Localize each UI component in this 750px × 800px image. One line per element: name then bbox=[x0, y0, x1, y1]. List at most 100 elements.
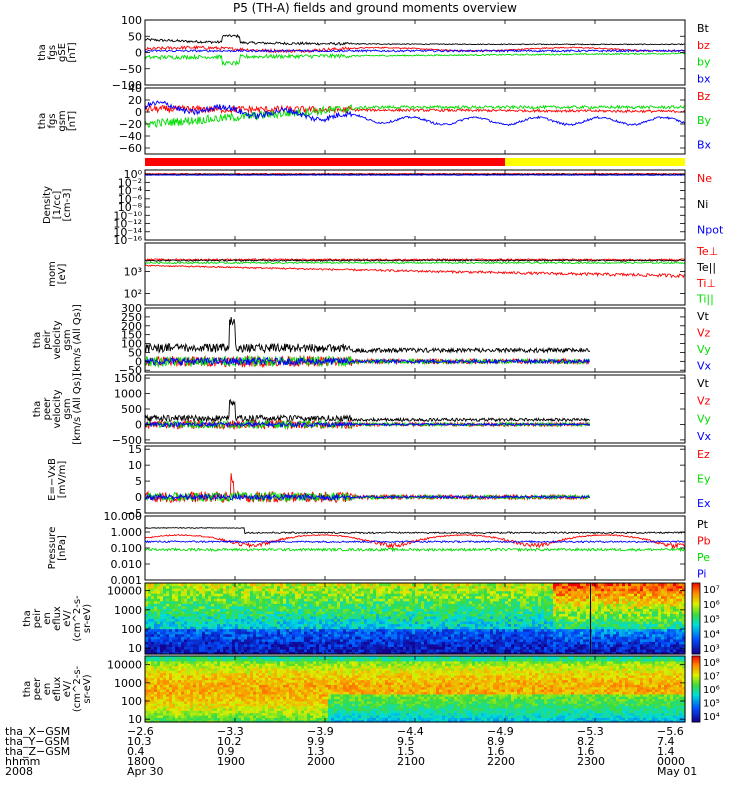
series-group-pressure bbox=[145, 526, 685, 553]
legend-entry-ti||: Ti|| bbox=[696, 293, 714, 306]
y-tick-label: 40 bbox=[128, 82, 142, 95]
ephemeris-value: 10.2 bbox=[217, 735, 242, 748]
y-tick-label: 100 bbox=[121, 338, 142, 351]
y-tick-label: 10000 bbox=[107, 585, 142, 598]
y-tick-label: 10⁻² bbox=[118, 176, 142, 189]
y-tick-label: 10⁻⁸ bbox=[118, 201, 143, 214]
ephemeris-date-start: Apr 30 bbox=[127, 765, 164, 778]
series-group-fgs-gsm bbox=[145, 100, 685, 128]
y-tick-label: 0 bbox=[135, 491, 142, 504]
y-tick-label: 10⁻¹² bbox=[113, 218, 142, 231]
ephemeris-value: 1.6 bbox=[487, 745, 505, 758]
series-line-ex bbox=[145, 492, 590, 502]
legend-entry-ni: Ni bbox=[697, 198, 708, 211]
series-line-by bbox=[145, 103, 685, 128]
panel-efield: 15 10 5 0 −5 E=−VxB[mV/m] Ez Ey Ex bbox=[47, 443, 711, 520]
legend-entry-ne: Ne bbox=[697, 172, 712, 185]
axes-box bbox=[144, 374, 686, 444]
colorbar-tick-label: 10⁶ bbox=[703, 600, 720, 611]
ephemeris-value: 8.2 bbox=[577, 735, 595, 748]
ephemeris-label: tha_Z−GSM bbox=[5, 745, 71, 758]
y-axis-label: mom[eV] bbox=[47, 261, 68, 287]
y-axis-label: Density[1/cc][cm-3] bbox=[42, 186, 73, 224]
ephemeris-value: −4.4 bbox=[397, 725, 424, 738]
ephemeris-label: hhmm bbox=[5, 755, 41, 768]
ephemeris-value: −3.3 bbox=[217, 725, 244, 738]
y-tick-label: 100 bbox=[121, 695, 142, 708]
colorbar-tick-label: 10⁷ bbox=[703, 585, 720, 596]
axes-box bbox=[144, 515, 686, 581]
y-tick-label: 10⁻¹⁴ bbox=[113, 226, 142, 239]
panel-peir-spectrogram: 10⁷ 10⁶ 10⁵ 10⁴ 10³ 10000 1000 100 10 thapeirenef… bbox=[22, 582, 720, 655]
ephemeris-label: tha_Y−GSM bbox=[5, 735, 70, 748]
y-tick-label: 250 bbox=[121, 311, 142, 324]
ephemeris-value: 9.9 bbox=[307, 735, 325, 748]
mode-bar bbox=[145, 158, 685, 166]
legend-fgs-gsm: Bz By Bx bbox=[697, 90, 712, 151]
colorbar-peer-spectrogram: 10⁸ 10⁷ 10⁶ 10⁵ 10⁴ bbox=[691, 655, 720, 723]
y-tick-label: 10 bbox=[128, 459, 142, 472]
legend-entry-ti⊥: Ti⊥ bbox=[696, 277, 716, 290]
ephemeris-value: 2200 bbox=[487, 755, 515, 768]
y-tick-label: 300 bbox=[121, 302, 142, 315]
legend-entry-vt: Vt bbox=[697, 310, 710, 323]
legend-efield: Ez Ey Ex bbox=[697, 448, 711, 510]
series-group-efield bbox=[145, 473, 591, 504]
ephemeris-value: 1900 bbox=[217, 755, 245, 768]
ephemeris-value: −3.9 bbox=[307, 725, 334, 738]
axes-box bbox=[144, 87, 686, 155]
colorbar-tick-label: 10⁵ bbox=[703, 699, 720, 710]
ephemeris-value: −5.3 bbox=[577, 725, 604, 738]
y-tick-label: 10000 bbox=[107, 659, 142, 672]
legend-entry-pb: Pb bbox=[697, 535, 711, 548]
ephemeris-value: 1.4 bbox=[657, 745, 675, 758]
legend-temperature: Te⊥ Te|| Ti⊥ Ti|| bbox=[696, 245, 718, 306]
legend-entry-vx: Vx bbox=[697, 430, 712, 443]
series-line-tipar bbox=[145, 261, 685, 265]
panel-peer-spectrogram: 10⁸ 10⁷ 10⁶ 10⁵ 10⁴ 10000 1000 100 10 thapeerenef… bbox=[22, 655, 720, 726]
y-tick-label: −60 bbox=[119, 142, 142, 155]
legend-entry-by: by bbox=[697, 56, 711, 69]
series-line-vt bbox=[145, 317, 591, 355]
series-line-vx bbox=[145, 420, 591, 429]
legend-entry-by: By bbox=[697, 114, 712, 127]
legend-peir-velocity: Vt Vz Vy Vx bbox=[697, 310, 712, 372]
ephemeris-value: 0.4 bbox=[127, 745, 145, 758]
y-axis-label: thafgsgsm[nT] bbox=[37, 110, 78, 131]
y-tick-label: 10⁻¹⁰ bbox=[113, 209, 142, 222]
y-tick-label: 1.000 bbox=[111, 526, 143, 539]
series-line-tepar bbox=[145, 258, 685, 263]
y-tick-label: 10⁻⁴ bbox=[118, 185, 143, 198]
legend-entry-npot: Npot bbox=[697, 224, 724, 237]
axes-box bbox=[144, 169, 686, 241]
y-tick-label: 1000 bbox=[114, 677, 142, 690]
series-group-peer-velocity bbox=[145, 398, 591, 431]
y-axis-label: thapeervelocitygsm[km/s (All Qs)] bbox=[32, 373, 83, 445]
axes-box bbox=[144, 445, 686, 514]
legend-entry-te⊥: Te⊥ bbox=[696, 245, 718, 258]
series-group-peir-velocity bbox=[145, 317, 591, 369]
y-tick-label: 10⁻⁶ bbox=[118, 193, 143, 206]
ephemeris-label: tha_X−GSM bbox=[5, 725, 71, 738]
legend-entry-pt: Pt bbox=[697, 518, 709, 531]
ephemeris-value: −5.6 bbox=[657, 725, 684, 738]
ephemeris-value: 10.3 bbox=[127, 735, 152, 748]
y-tick-label: 0.010 bbox=[111, 558, 143, 571]
ephemeris-value: 0.9 bbox=[217, 745, 235, 758]
y-axis-label: thafgsgSE[nT] bbox=[37, 42, 78, 62]
ephemeris-year: 2008 bbox=[5, 765, 33, 778]
legend-entry-bz: Bz bbox=[697, 90, 711, 103]
y-tick-label: 15 bbox=[128, 443, 142, 456]
y-tick-label: 100 bbox=[121, 14, 142, 27]
legend-entry-vy: Vy bbox=[697, 412, 711, 425]
legend-density: Ne Ni Npot bbox=[697, 172, 724, 237]
y-tick-label: −20 bbox=[119, 118, 142, 131]
y-tick-label: 0 bbox=[135, 355, 142, 368]
y-axis-label: thapeerenefluxeV/(cm^2-s-sr-eV) bbox=[22, 665, 93, 712]
y-tick-label: 20 bbox=[128, 94, 142, 107]
y-tick-label: −100 bbox=[112, 79, 142, 92]
panel-fgs-gse: 100 50 0 −50 −100 thafgsgSE[nT] Bt bz by bx bbox=[37, 14, 711, 92]
y-tick-label: 50 bbox=[128, 30, 142, 43]
